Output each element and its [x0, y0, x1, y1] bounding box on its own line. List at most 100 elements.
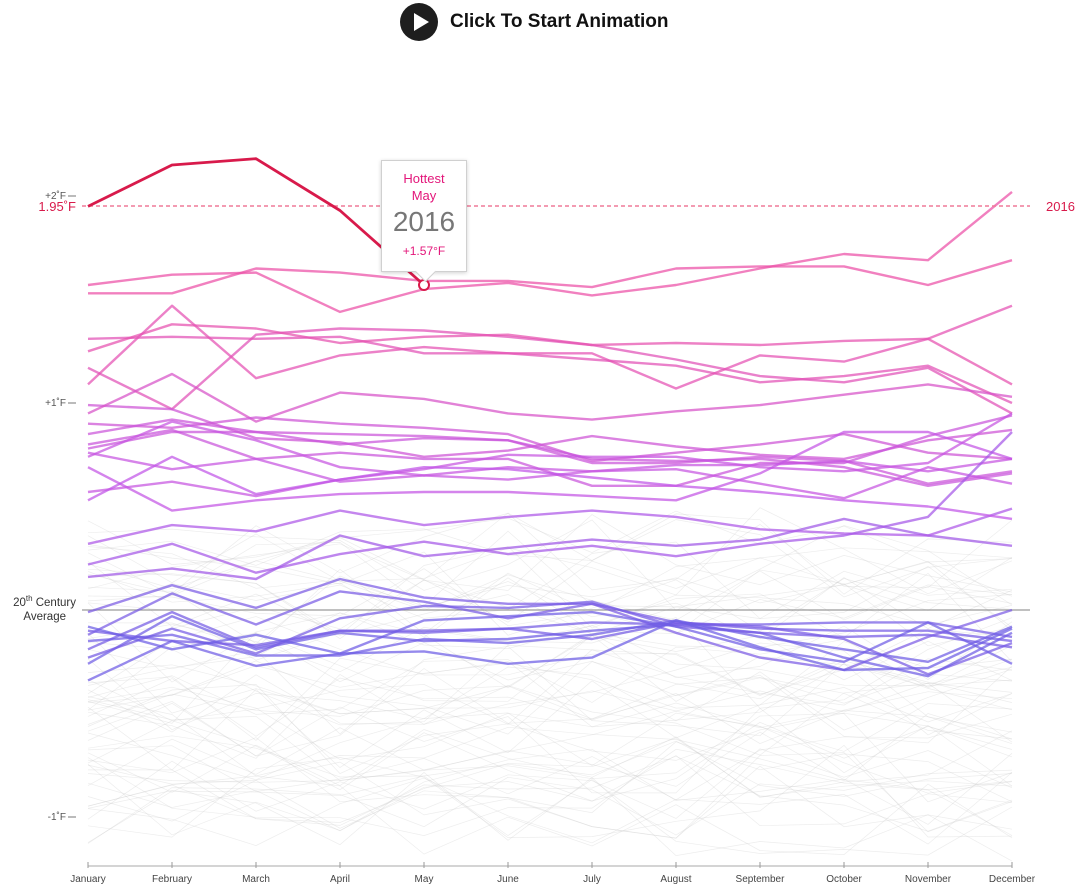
- play-control[interactable]: Click To Start Animation: [400, 2, 669, 42]
- background-year-line: [87, 546, 1013, 636]
- background-year-line: [87, 514, 1013, 593]
- tooltip-month: May: [411, 188, 437, 203]
- play-button[interactable]: [400, 3, 438, 41]
- y-tick-label: +2˚F: [45, 190, 66, 202]
- background-year-line: [87, 772, 1013, 862]
- background-year-line: [87, 677, 1013, 745]
- series-line: [87, 418, 1013, 485]
- background-year-line: [87, 702, 1013, 794]
- series-line: [87, 372, 1013, 423]
- background-year-line: [87, 684, 1013, 775]
- x-tick-label: September: [736, 874, 786, 885]
- background-year-line: [87, 748, 1013, 832]
- background-year-line: [87, 646, 1013, 737]
- series-line: [88, 259, 1013, 295]
- average-label-line1: 20th Century: [13, 594, 76, 609]
- background-year-line: [87, 748, 1013, 836]
- background-year-line: [87, 658, 1013, 731]
- background-year-line: [87, 547, 1013, 627]
- series-group: [87, 190, 1013, 682]
- play-icon: [414, 13, 429, 31]
- background-year-line: [87, 557, 1013, 640]
- background-year-line: [87, 744, 1013, 838]
- background-year-line: [87, 632, 1013, 724]
- play-label[interactable]: Click To Start Animation: [450, 11, 669, 32]
- background-year-line: [87, 649, 1013, 725]
- background-year-line: [87, 642, 1013, 733]
- highlight-line-2016: [87, 157, 425, 287]
- series-line: [87, 420, 1013, 500]
- series-line: [87, 600, 1013, 659]
- background-year-line: [87, 729, 1013, 798]
- background-year-line: [87, 737, 1013, 814]
- background-year-line: [87, 639, 1013, 715]
- background-years-group: [87, 507, 1013, 862]
- background-year-line: [87, 519, 1013, 598]
- background-year-line: [87, 755, 1013, 836]
- background-year-line: [87, 530, 1013, 611]
- background-year-line: [87, 542, 1013, 608]
- tooltip-value: +1.57°F: [402, 244, 446, 258]
- background-year-line: [87, 519, 1013, 611]
- series-line: [87, 403, 1013, 461]
- background-year-line: [87, 775, 1013, 855]
- tooltip: Hottest May 2016 +1.57°F: [381, 160, 467, 283]
- background-year-line: [87, 686, 1013, 760]
- background-year-line: [87, 674, 1013, 759]
- x-axis: January February March April May June July Augu…: [70, 862, 1036, 885]
- x-tick-label: January: [70, 874, 106, 885]
- x-tick-label: February: [152, 874, 192, 885]
- x-tick-label: June: [497, 874, 519, 885]
- series-line: [87, 430, 1013, 512]
- series-line: [87, 610, 1013, 682]
- background-year-line: [87, 735, 1013, 797]
- x-tick-label: March: [242, 874, 270, 885]
- y-axis: +2˚F +1˚F -1˚F: [45, 190, 76, 823]
- x-tick-label: August: [660, 874, 691, 885]
- x-tick-label: July: [583, 874, 601, 885]
- background-year-line: [87, 752, 1013, 839]
- background-year-line: [87, 544, 1013, 636]
- background-year-line: [87, 512, 1013, 594]
- x-tick-label: April: [330, 874, 350, 885]
- y-tick-label: +1˚F: [45, 397, 66, 409]
- background-year-line: [87, 713, 1013, 803]
- series-line: [87, 590, 1013, 676]
- background-year-line: [87, 633, 1013, 715]
- background-year-line: [87, 769, 1013, 844]
- background-year-line: [87, 575, 1013, 644]
- background-year-line: [87, 691, 1013, 781]
- series-line: [87, 412, 1013, 498]
- series-line: [87, 431, 1013, 574]
- background-year-line: [87, 507, 1013, 596]
- background-year-line: [87, 616, 1013, 695]
- series-line: [87, 190, 1013, 314]
- reference-left-label: 1.95˚F: [38, 199, 76, 214]
- average-label-line2: Average: [23, 611, 66, 623]
- background-year-line: [87, 677, 1013, 740]
- background-year-line: [87, 560, 1013, 621]
- series-line: [87, 451, 1013, 483]
- background-year-line: [87, 720, 1013, 802]
- x-tick-label: October: [826, 874, 862, 885]
- x-tick-label: December: [989, 874, 1036, 885]
- background-year-line: [87, 712, 1013, 794]
- series-line: [87, 455, 1013, 521]
- background-year-line: [87, 748, 1013, 820]
- series-line: [87, 507, 1013, 545]
- series-line: [87, 621, 1013, 647]
- tooltip-title: Hottest: [403, 171, 445, 186]
- background-year-line: [87, 775, 1013, 856]
- series-line: [87, 335, 1013, 405]
- background-year-line: [87, 617, 1013, 709]
- background-year-line: [87, 713, 1013, 801]
- background-year-line: [87, 696, 1013, 781]
- background-year-line: [87, 632, 1013, 711]
- background-year-line: [87, 731, 1013, 790]
- background-year-line: [87, 657, 1013, 741]
- background-year-line: [87, 761, 1013, 839]
- background-year-line: [87, 612, 1013, 687]
- background-year-line: [87, 680, 1013, 771]
- background-year-line: [87, 641, 1013, 726]
